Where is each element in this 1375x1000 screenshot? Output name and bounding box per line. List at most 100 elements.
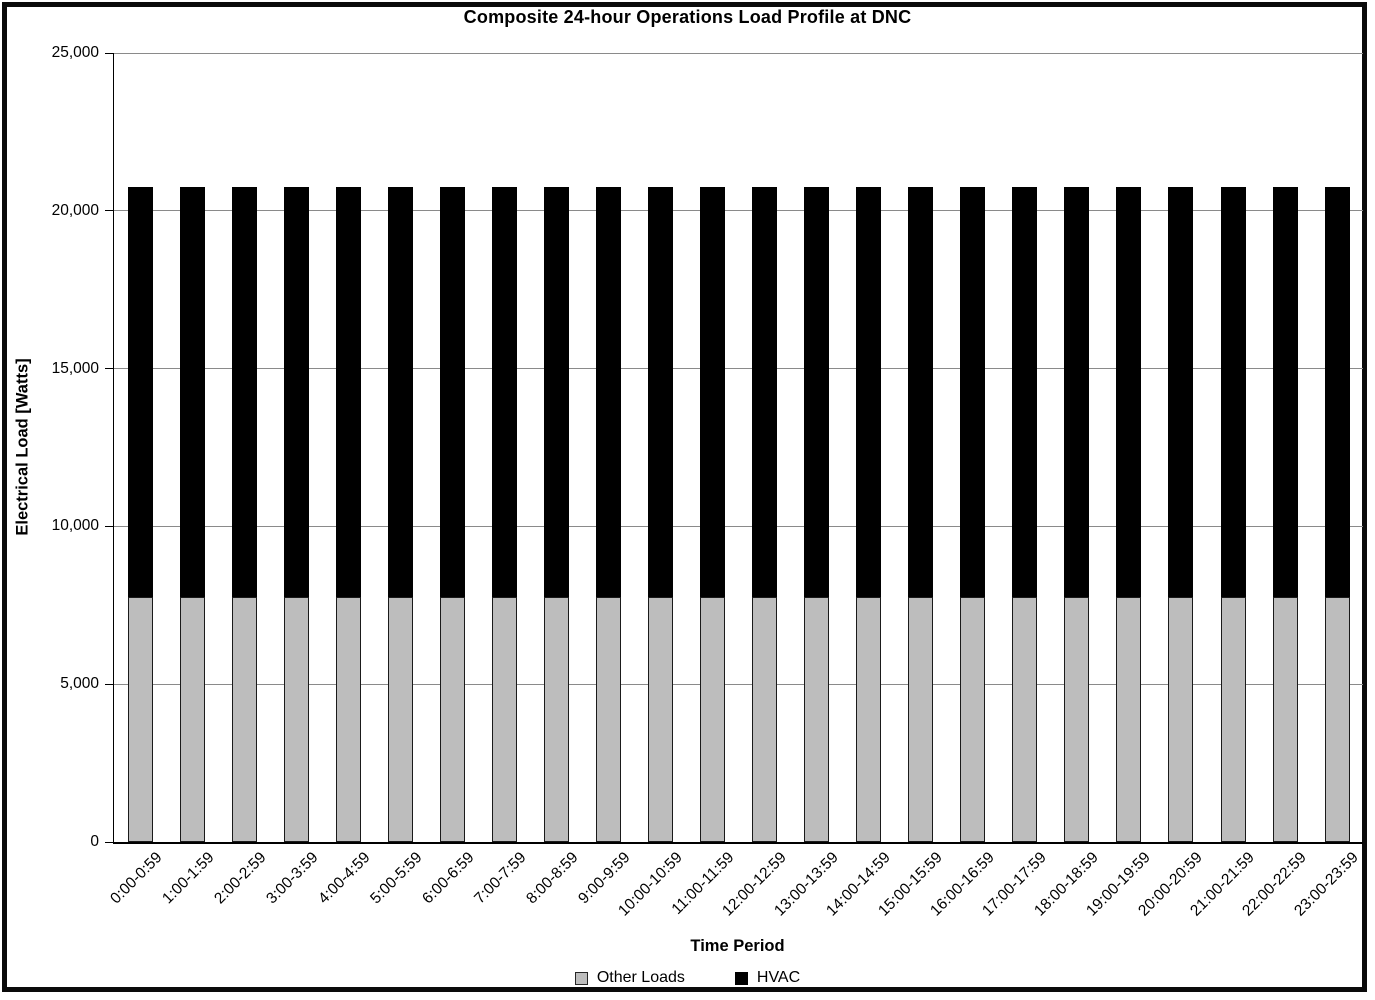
bar-segment-hvac [647,187,673,598]
x-label-cell: 12:00-12:59 [719,846,790,934]
bar-stack [1220,187,1246,842]
legend: Other Loads HVAC [0,969,1375,987]
bar-stack [543,187,569,842]
bar-segment-other-loads [1116,597,1142,842]
bar-17:00-17:59 [999,53,1051,842]
x-label-cell: 6:00-6:59 [419,846,477,934]
x-axis-title: Time Period [690,937,785,955]
bar-segment-hvac [127,187,153,598]
bar-segment-other-loads [335,597,361,842]
x-label-cell: 2:00-2:59 [211,846,269,934]
bar-segment-hvac [179,187,205,598]
bar-segment-other-loads [491,597,517,842]
y-tick-label-5000: 5,000 [60,675,99,693]
bar-21:00-21:59 [1207,53,1259,842]
x-label-cell: 1:00-1:59 [159,846,217,934]
bar-stack [700,187,726,842]
bar-segment-other-loads [543,597,569,842]
x-tick-label: 5:00-5:59 [366,849,426,908]
bar-segment-hvac [1220,187,1246,598]
x-tick-label: 1:00-1:59 [158,849,218,908]
bar-segment-other-loads [856,597,882,842]
x-label-cell: 16:00-16:59 [927,846,998,934]
bar-4:00-4:59 [322,53,374,842]
bar-segment-hvac [960,187,986,598]
x-label-cell: 7:00-7:59 [471,846,529,934]
bar-segment-hvac [804,187,830,598]
y-tick-label-20000: 20,000 [51,201,99,219]
bar-stack [179,187,205,842]
bar-19:00-19:59 [1103,53,1155,842]
x-label-cell: 9:00-9:59 [575,846,633,934]
plot-area: 0 5,000 10,000 15,000 20,000 25,000 [52,44,1363,850]
x-label-cell: 23:00-23:59 [1292,846,1363,934]
bar-segment-other-loads [1272,597,1298,842]
bar-segment-other-loads [439,597,465,842]
legend-label-other-loads: Other Loads [596,969,685,986]
bar-segment-other-loads [1064,597,1090,842]
bar-20:00-20:59 [1155,53,1207,842]
bar-23:00-23:59 [1311,53,1363,842]
bar-22:00-22:59 [1259,53,1311,842]
gridline-20000 [114,210,1363,212]
y-tick-label-10000: 10,000 [51,517,99,535]
bar-segment-other-loads [908,597,934,842]
y-tick-mark-5000 [104,683,113,685]
bar-segment-hvac [491,187,517,598]
x-label-cell: 20:00-20:59 [1135,846,1206,934]
bar-3:00-3:59 [270,53,322,842]
bar-segment-hvac [231,187,257,598]
bar-12:00-12:59 [739,53,791,842]
x-label-cell: 3:00-3:59 [263,846,321,934]
bar-segment-other-loads [804,597,830,842]
bar-5:00-5:59 [374,53,426,842]
bar-segment-other-loads [1324,597,1350,842]
bar-stack [283,187,309,842]
bar-7:00-7:59 [478,53,530,842]
bar-segment-hvac [1324,187,1350,598]
bar-stack [335,187,361,842]
bar-stack [960,187,986,842]
bar-stack [595,187,621,842]
bar-2:00-2:59 [218,53,270,842]
x-label-cell: 8:00-8:59 [523,846,581,934]
bar-stack [127,187,153,842]
y-tick-label-25000: 25,000 [51,44,99,61]
bar-segment-hvac [543,187,569,598]
bar-6:00-6:59 [426,53,478,842]
bar-stack [1064,187,1090,842]
bar-stack [1272,187,1298,842]
gridline-5000 [114,683,1363,685]
y-tick-mark-0 [104,841,113,843]
x-label-cell: 15:00-15:59 [875,846,946,934]
bar-segment-hvac [1012,187,1038,598]
bar-segment-other-loads [1168,597,1194,842]
bar-segment-hvac [1168,187,1194,598]
bar-stack [752,187,778,842]
other-loads-swatch-icon [574,971,588,985]
bar-segment-hvac [1064,187,1090,598]
bar-stack [1324,187,1350,842]
x-label-cell: 4:00-4:59 [315,846,373,934]
bar-segment-other-loads [1220,597,1246,842]
bar-segment-other-loads [647,597,673,842]
bar-segment-other-loads [1012,597,1038,842]
bar-stack [908,187,934,842]
bar-segment-other-loads [960,597,986,842]
bar-segment-hvac [387,187,413,598]
legend-item-hvac: HVAC [734,969,800,987]
bar-segment-other-loads [700,597,726,842]
bar-segment-other-loads [179,597,205,842]
bar-segment-hvac [1116,187,1142,598]
x-label-cell: 13:00-13:59 [771,846,842,934]
bar-13:00-13:59 [791,53,843,842]
bar-0:00-0:59 [114,53,166,842]
bar-stack [856,187,882,842]
bar-segment-hvac [700,187,726,598]
bar-1:00-1:59 [166,53,218,842]
bar-segment-hvac [856,187,882,598]
bar-segment-hvac [595,187,621,598]
y-axis-title: Electrical Load [Watts] [13,358,32,536]
y-tick-label-0: 0 [90,833,99,850]
